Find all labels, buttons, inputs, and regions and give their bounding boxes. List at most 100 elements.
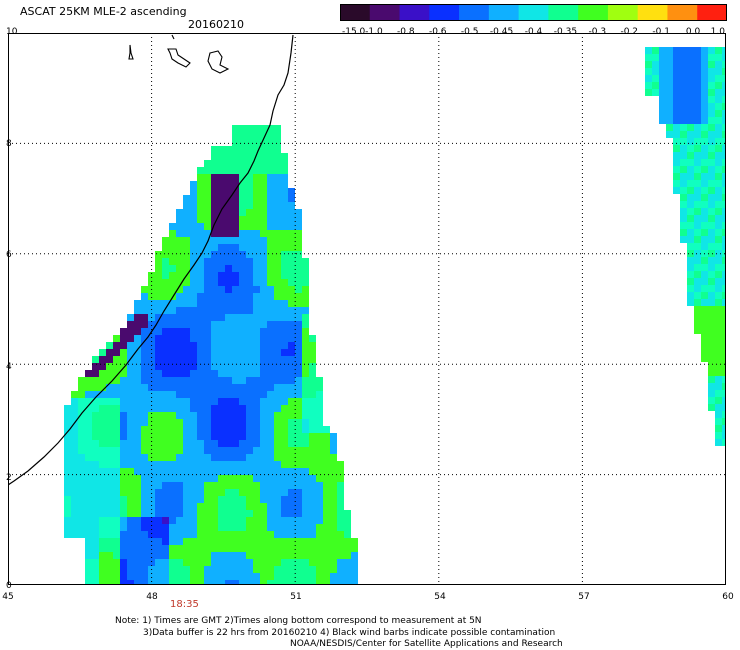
swath-cell — [211, 272, 218, 279]
swath-cell — [225, 482, 232, 489]
swath-cell — [260, 209, 267, 216]
swath-cell — [120, 447, 127, 454]
swath-cell — [302, 454, 309, 461]
swath-cell — [302, 272, 309, 279]
swath-cell — [155, 545, 162, 552]
swath-cell — [162, 279, 169, 286]
swath-cell — [715, 271, 722, 278]
swath-cell — [267, 447, 274, 454]
swath-cell — [260, 475, 267, 482]
swath-cell — [148, 384, 155, 391]
swath-cell — [204, 293, 211, 300]
swath-cell — [253, 496, 260, 503]
swath-cell — [302, 265, 309, 272]
swath-cell — [260, 174, 267, 181]
swath-cell — [239, 475, 246, 482]
swath-cell — [715, 278, 722, 285]
swath-cell — [64, 405, 71, 412]
swath-cell — [239, 251, 246, 258]
swath-cell — [281, 433, 288, 440]
swath-cell — [155, 419, 162, 426]
swath-cell — [183, 209, 190, 216]
swath-cell — [99, 531, 106, 538]
swath-cell — [113, 384, 120, 391]
swath-cell — [701, 201, 708, 208]
swath-cell — [225, 566, 232, 573]
swath-cell — [218, 188, 225, 195]
swath-cell — [204, 349, 211, 356]
swath-cell — [722, 82, 726, 89]
swath-cell — [71, 405, 78, 412]
swath-cell — [176, 573, 183, 580]
swath-cell — [190, 461, 197, 468]
swath-cell — [295, 300, 302, 307]
swath-cell — [232, 251, 239, 258]
swath-cell — [148, 496, 155, 503]
swath-cell — [673, 89, 680, 96]
swath-cell — [274, 335, 281, 342]
swath-cell — [288, 440, 295, 447]
swath-cell — [715, 362, 722, 369]
swath-cell — [99, 503, 106, 510]
swath-cell — [169, 419, 176, 426]
swath-cell — [92, 482, 99, 489]
swath-cell — [260, 139, 267, 146]
swath-cell — [267, 300, 274, 307]
swath-cell — [694, 215, 701, 222]
swath-cell — [169, 447, 176, 454]
swath-cell — [715, 201, 722, 208]
swath-cell — [680, 47, 687, 54]
swath-cell — [267, 398, 274, 405]
swath-cell — [715, 306, 722, 313]
swath-cell — [204, 405, 211, 412]
swath-cell — [218, 335, 225, 342]
swath-cell — [113, 545, 120, 552]
swath-cell — [281, 517, 288, 524]
swath-cell — [645, 82, 652, 89]
swath-cell — [169, 321, 176, 328]
swath-cell — [715, 215, 722, 222]
swath-cell — [715, 418, 722, 425]
swath-cell — [246, 468, 253, 475]
swath-cell — [722, 215, 726, 222]
swath-cell — [211, 258, 218, 265]
swath-cell — [722, 264, 726, 271]
swath-cell — [722, 299, 726, 306]
swath-cell — [211, 335, 218, 342]
swath-cell — [232, 377, 239, 384]
swath-cell — [288, 202, 295, 209]
swath-cell — [246, 426, 253, 433]
swath-cell — [267, 426, 274, 433]
swath-cell — [253, 153, 260, 160]
swath-cell — [323, 538, 330, 545]
swath-cell — [176, 300, 183, 307]
swath-cell — [694, 110, 701, 117]
swath-cell — [274, 314, 281, 321]
swath-cell — [155, 482, 162, 489]
swath-cell — [701, 187, 708, 194]
swath-cell — [239, 286, 246, 293]
swath-cell — [680, 68, 687, 75]
swath-cell — [232, 356, 239, 363]
swath-cell — [169, 314, 176, 321]
swath-cell — [295, 510, 302, 517]
swath-cell — [99, 510, 106, 517]
swath-cell — [176, 580, 183, 585]
swath-cell — [239, 314, 246, 321]
swath-cell — [330, 454, 337, 461]
swath-cell — [197, 468, 204, 475]
swath-cell — [141, 286, 148, 293]
swath-cell — [197, 559, 204, 566]
swath-cell — [316, 398, 323, 405]
swath-cell — [162, 545, 169, 552]
swath-cell — [288, 195, 295, 202]
swath-cell — [155, 510, 162, 517]
swath-cell — [246, 160, 253, 167]
swath-cell — [78, 398, 85, 405]
swath-cell — [232, 181, 239, 188]
swath-cell — [715, 152, 722, 159]
swath-cell — [218, 272, 225, 279]
swath-cell — [92, 391, 99, 398]
swath-cell — [281, 328, 288, 335]
swath-cell — [281, 209, 288, 216]
